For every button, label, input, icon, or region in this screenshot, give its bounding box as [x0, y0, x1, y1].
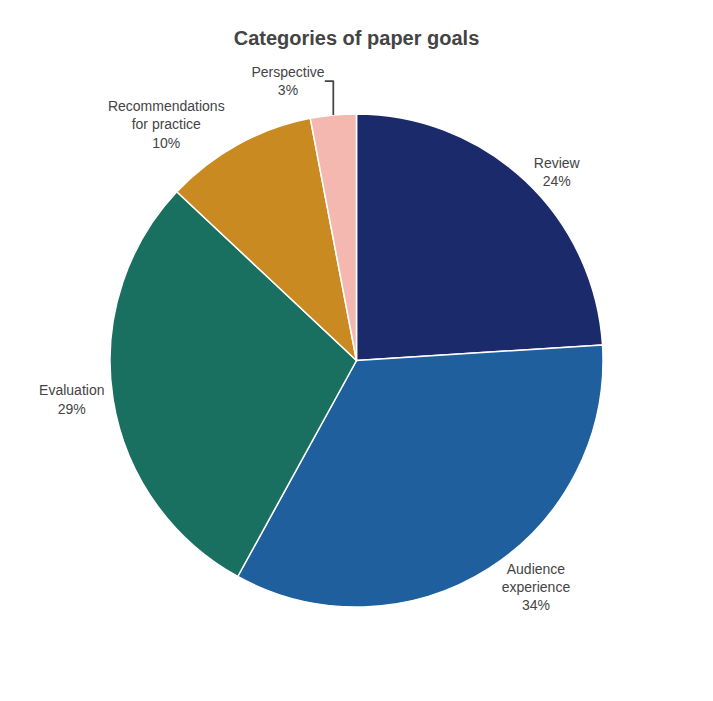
svg-text:Perspective3%: Perspective3%	[251, 64, 324, 98]
svg-text:Recommendationsfor practice10%: Recommendationsfor practice10%	[108, 98, 225, 150]
svg-text:Evaluation29%: Evaluation29%	[39, 382, 104, 416]
svg-text:Categories of paper goals: Categories of paper goals	[234, 27, 480, 49]
svg-text:Audienceexperience34%: Audienceexperience34%	[502, 561, 571, 613]
svg-text:Review24%: Review24%	[534, 155, 581, 189]
